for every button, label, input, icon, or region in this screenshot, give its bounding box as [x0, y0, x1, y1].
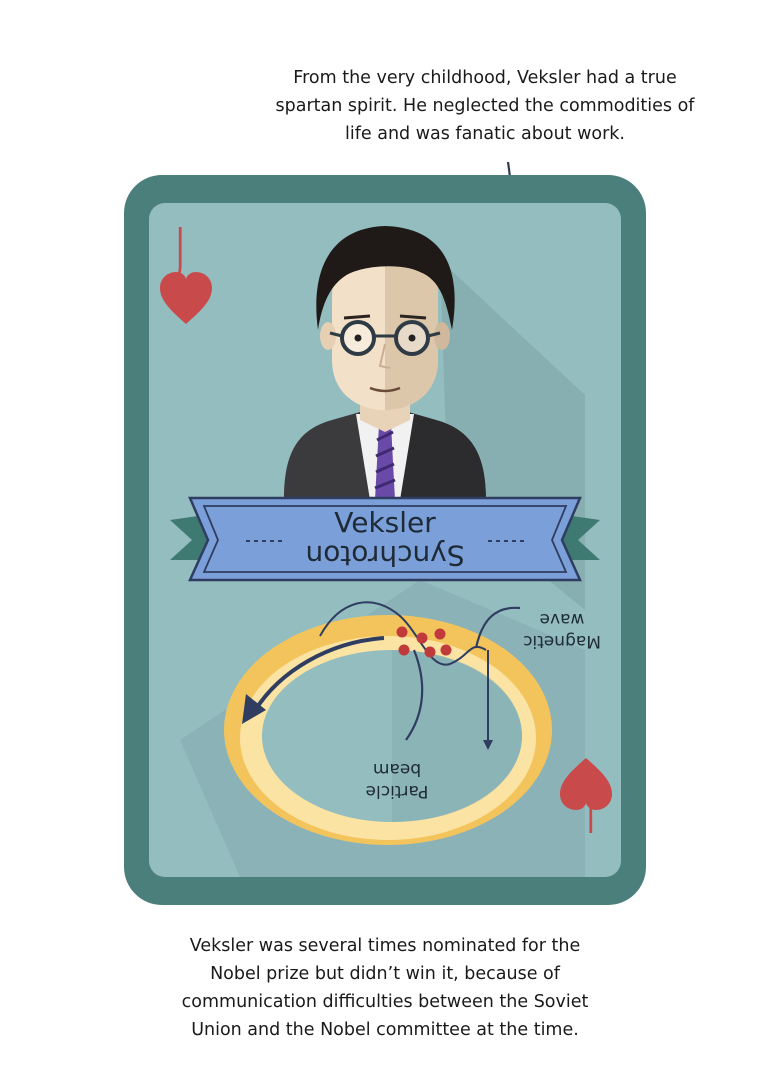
beam-label-line: beam: [373, 759, 421, 779]
beam-path-arrow: [252, 636, 385, 714]
eye: [354, 334, 362, 342]
wave-label-group: Magnetic wave: [523, 609, 601, 651]
particle-dot: [398, 644, 410, 656]
top-caption-line: From the very childhood, Veksler had a t…: [293, 68, 677, 88]
wave-label-line: wave: [540, 609, 585, 629]
banner-subtitle: Synchroton: [305, 539, 464, 572]
wave-label-pointer: [474, 606, 521, 649]
veksler-portrait: [284, 226, 486, 500]
hair: [316, 226, 455, 330]
top-caption-line: spartan spirit. He neglected the commodi…: [275, 96, 695, 116]
beam-label-pointer: [405, 649, 424, 741]
arrow-head-icon: [242, 694, 266, 724]
name-banner: Veksler Synchroton: [170, 496, 600, 582]
bottom-caption: Veksler was several times nominated for …: [150, 932, 620, 1044]
beam-label-group: Particle beam: [366, 759, 429, 801]
ring-hole-shadow: [392, 650, 522, 822]
heart-icon: [160, 272, 212, 324]
face-shade: [385, 240, 438, 410]
particle-dot: [424, 646, 436, 658]
banner-inner-border: [202, 505, 568, 573]
particle-dot: [434, 628, 446, 640]
top-caption: From the very childhood, Veksler had a t…: [240, 64, 730, 148]
bottom-caption-line: communication difficulties between the S…: [181, 992, 589, 1012]
mouth: [369, 386, 401, 393]
heart-icon: [560, 758, 612, 810]
corner-rank-top: J: [172, 217, 189, 282]
top-caption-line: life and was fanatic about work.: [345, 124, 625, 144]
wave-label-line: Magnetic: [523, 631, 601, 651]
synchrotron-ring: [224, 615, 552, 845]
eye: [408, 334, 416, 342]
arrow-head-icon: [483, 740, 493, 750]
glasses-bridge: [329, 331, 441, 338]
nose: [378, 343, 391, 369]
banner-name: Veksler: [334, 506, 436, 539]
beam-label-line: Particle: [366, 781, 429, 801]
particle-dot: [396, 626, 408, 638]
brow: [343, 314, 427, 320]
banner-body: [188, 496, 582, 582]
bottom-caption-line: Nobel prize but didn’t win it, because o…: [210, 964, 560, 984]
ear: [320, 322, 336, 350]
bottom-caption-line: Union and the Nobel committee at the tim…: [191, 1020, 579, 1040]
bottom-caption-line: Veksler was several times nominated for …: [189, 936, 581, 956]
particle-dot: [440, 644, 452, 656]
particle-dot: [416, 632, 428, 644]
tie-stripes: [374, 430, 396, 490]
ear: [434, 322, 450, 350]
